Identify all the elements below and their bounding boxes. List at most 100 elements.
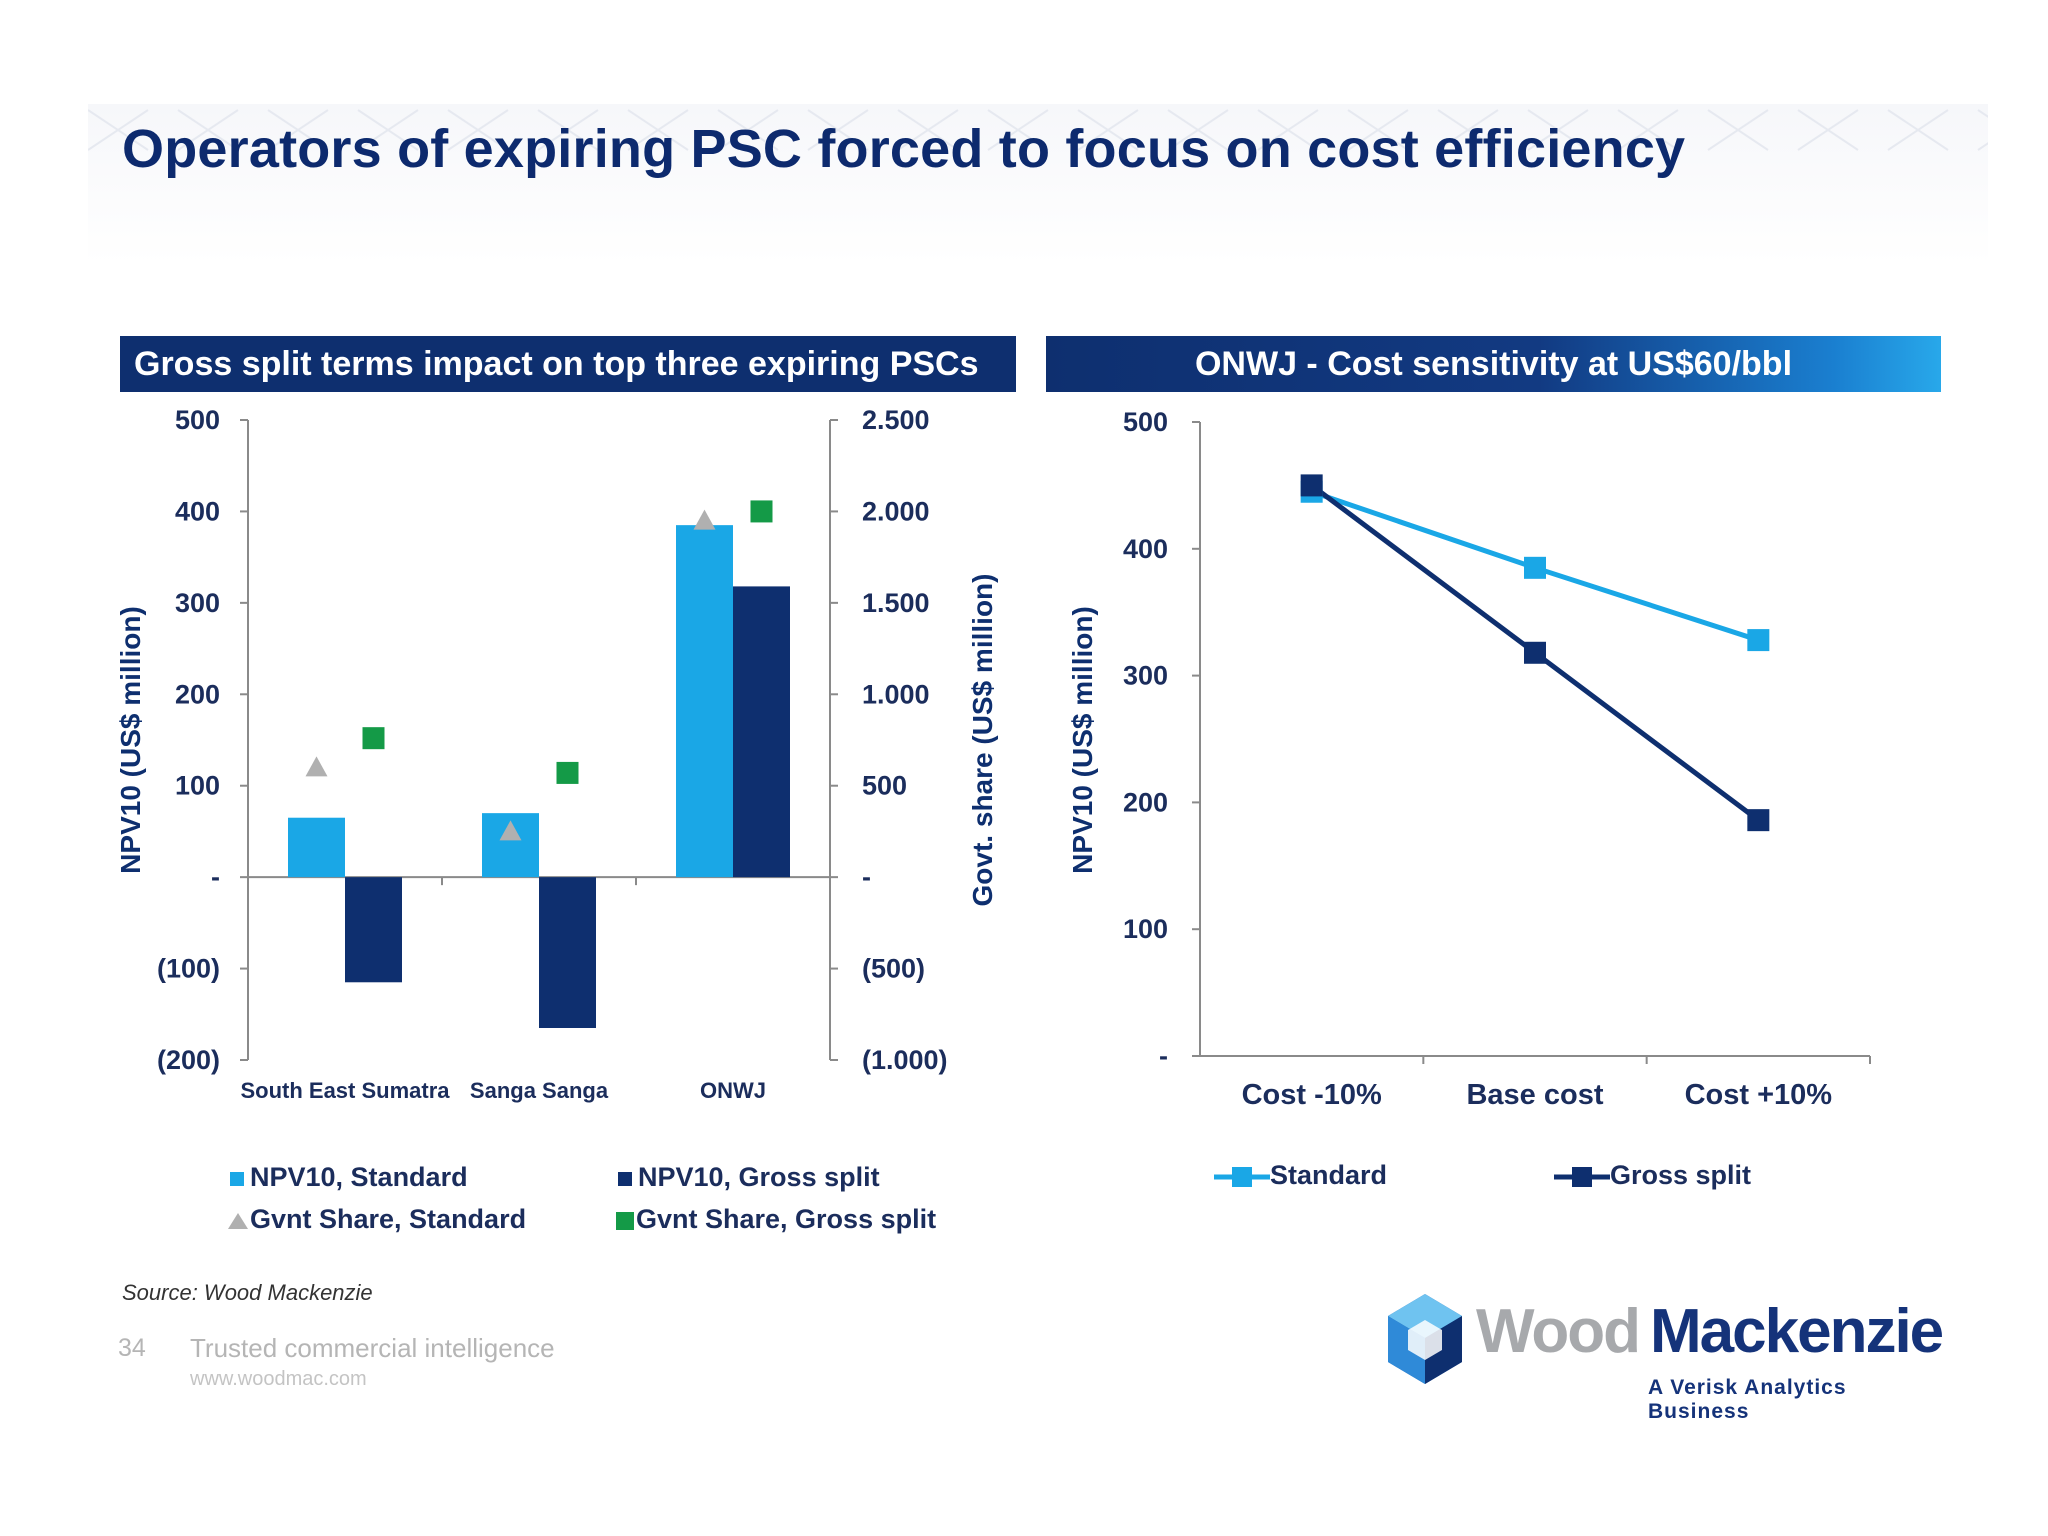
left-y-tick-label: 400	[175, 496, 220, 526]
triangle-icon	[228, 1212, 248, 1229]
bar-npv10-standard	[288, 817, 345, 878]
pattern-line	[627, 109, 689, 151]
pattern-line	[987, 109, 1049, 151]
point-standard	[1524, 556, 1546, 579]
point-gross-split	[1747, 809, 1770, 832]
x-category-label: Cost +10%	[1685, 1079, 1833, 1111]
pattern-line	[1077, 109, 1139, 151]
legend-label: Gvnt Share, Gross split	[636, 1204, 937, 1234]
right-y-tick-label: 2.500	[862, 405, 930, 435]
pattern-line	[537, 109, 599, 151]
left-y-tick-label: 300	[175, 588, 220, 618]
pattern-line	[897, 109, 959, 151]
marker-gvnt-share-standard	[693, 509, 716, 530]
pattern-line	[447, 109, 509, 151]
x-category-label: Cost -10%	[1242, 1079, 1382, 1111]
left-combo-chart: 500 400 300 200 100 - (100) (200) 2.500 2.000 1.50…	[115, 405, 998, 1103]
legend-item-gvnt-share-gross-split: Gvnt Share, Gross split	[616, 1204, 936, 1235]
slide-title: Operators of expiring PSC forced to focu…	[122, 119, 1686, 179]
pattern-line	[717, 109, 779, 151]
x-category-label: ONWJ	[700, 1078, 766, 1103]
point-gross-split	[1524, 641, 1546, 664]
legend-swatch-square	[616, 1211, 634, 1230]
logo-text-wood: Wood	[1476, 1297, 1641, 1366]
marker-gvnt-share-standard	[499, 820, 522, 841]
right-chart-axes: 500 400 300 200 100 - Cost -10% Base cost Cost +…	[1123, 407, 1871, 1111]
legend-swatch-square	[618, 1171, 632, 1186]
hexagon-logo-icon	[1388, 1294, 1462, 1384]
legend-item-npv10-gross-split: NPV10, Gross split	[618, 1162, 880, 1193]
left-chart-title: Gross split terms impact on top three ex…	[120, 336, 1016, 392]
marker-gvnt-share-gross-split	[750, 500, 773, 523]
right-y-tick-label: (500)	[862, 954, 925, 984]
left-y-axis-title: NPV10 (US$ million)	[115, 606, 146, 874]
pattern-line	[88, 109, 149, 151]
y-tick-label: 400	[1123, 534, 1168, 564]
pattern-line	[1527, 109, 1589, 151]
website-link[interactable]: www.woodmac.com	[190, 1368, 367, 1390]
legend-item-standard: Standard	[1214, 1160, 1387, 1191]
logo-text-mackenzie: Mackenzie	[1650, 1297, 1944, 1366]
legend-label: NPV10, Gross split	[638, 1162, 880, 1192]
y-tick-label: 300	[1123, 661, 1168, 691]
pattern-line	[1257, 109, 1319, 151]
legend-label: Gross split	[1610, 1160, 1752, 1190]
point-standard	[1747, 629, 1770, 652]
bar-npv10-gross-split	[733, 586, 790, 878]
y-tick-label: 500	[1123, 407, 1168, 437]
source-note: Source: Wood Mackenzie	[122, 1280, 373, 1305]
right-chart-y-axis-title: NPV10 (US$ million)	[1067, 606, 1098, 874]
page-number: 34	[118, 1334, 146, 1362]
x-category-label: Base cost	[1466, 1079, 1603, 1111]
right-y-tick-label: 1.000	[862, 679, 930, 709]
legend-item-npv10-standard: NPV10, Standard	[230, 1162, 468, 1193]
right-y-tick-label: 1.500	[862, 588, 930, 618]
right-chart-title: ONWJ - Cost sensitivity at US$60/bbl	[1046, 336, 1941, 392]
pattern-line	[1347, 109, 1409, 151]
y-tick-label: 200	[1123, 787, 1168, 817]
wood-mackenzie-logo: Wood Mackenzie A Verisk Analytics Busine…	[1382, 1290, 1944, 1423]
legend-item-gvnt-share-standard: Gvnt Share, Standard	[228, 1204, 526, 1235]
left-y-tick-label: (200)	[157, 1045, 220, 1075]
right-y-tick-label: -	[862, 862, 871, 892]
right-y-axis-title: Govt. share (US$ million)	[967, 574, 998, 907]
right-y-tick-label: 500	[862, 771, 907, 801]
left-y-tick-label: 100	[175, 771, 220, 801]
right-y-tick-label: 2.000	[862, 496, 930, 526]
bar-npv10-gross-split	[539, 877, 596, 1028]
point-gross-split	[1300, 474, 1323, 497]
left-chart-axes: 500 400 300 200 100 - (100) (200) 2.500 2.000 1.50…	[157, 405, 948, 1103]
x-category-label: Sanga Sanga	[470, 1078, 609, 1103]
pattern-line	[177, 109, 239, 151]
pattern-line	[267, 109, 329, 151]
pattern-line	[807, 109, 869, 151]
logo-subtitle: A Verisk Analytics Business	[1648, 1376, 1847, 1423]
marker-gvnt-share-gross-split	[556, 761, 579, 784]
pattern-line	[1167, 109, 1229, 151]
tagline: Trusted commercial intelligence	[190, 1333, 555, 1363]
left-y-tick-label: 500	[175, 405, 220, 435]
pattern-line	[1437, 109, 1499, 151]
legend-swatch-square	[230, 1171, 244, 1186]
title-band	[88, 104, 1988, 264]
x-category-label: South East Sumatra	[240, 1078, 450, 1103]
legend-item-gross-split: Gross split	[1554, 1160, 1751, 1191]
left-y-tick-label: -	[211, 862, 220, 892]
y-tick-label: 100	[1123, 914, 1168, 944]
marker-gvnt-share-gross-split	[362, 727, 385, 750]
pattern-line	[1797, 109, 1859, 151]
left-y-tick-label: (100)	[157, 954, 220, 984]
pattern-line	[357, 109, 419, 151]
legend-label: Standard	[1270, 1160, 1388, 1190]
bar-npv10-standard	[676, 525, 733, 878]
pattern-line	[1707, 109, 1769, 151]
bar-npv10-gross-split	[345, 877, 402, 983]
decorative-pattern	[88, 109, 1988, 151]
right-line-chart: 500 400 300 200 100 - Cost -10% Base cost Cost +…	[1067, 407, 1871, 1111]
marker-gvnt-share-standard	[305, 756, 328, 777]
legend-line-marker	[1554, 1166, 1610, 1187]
legend-label: NPV10, Standard	[250, 1162, 468, 1192]
legend-line-marker	[1214, 1166, 1270, 1187]
pattern-line	[1617, 109, 1679, 151]
y-tick-label: -	[1159, 1041, 1168, 1071]
